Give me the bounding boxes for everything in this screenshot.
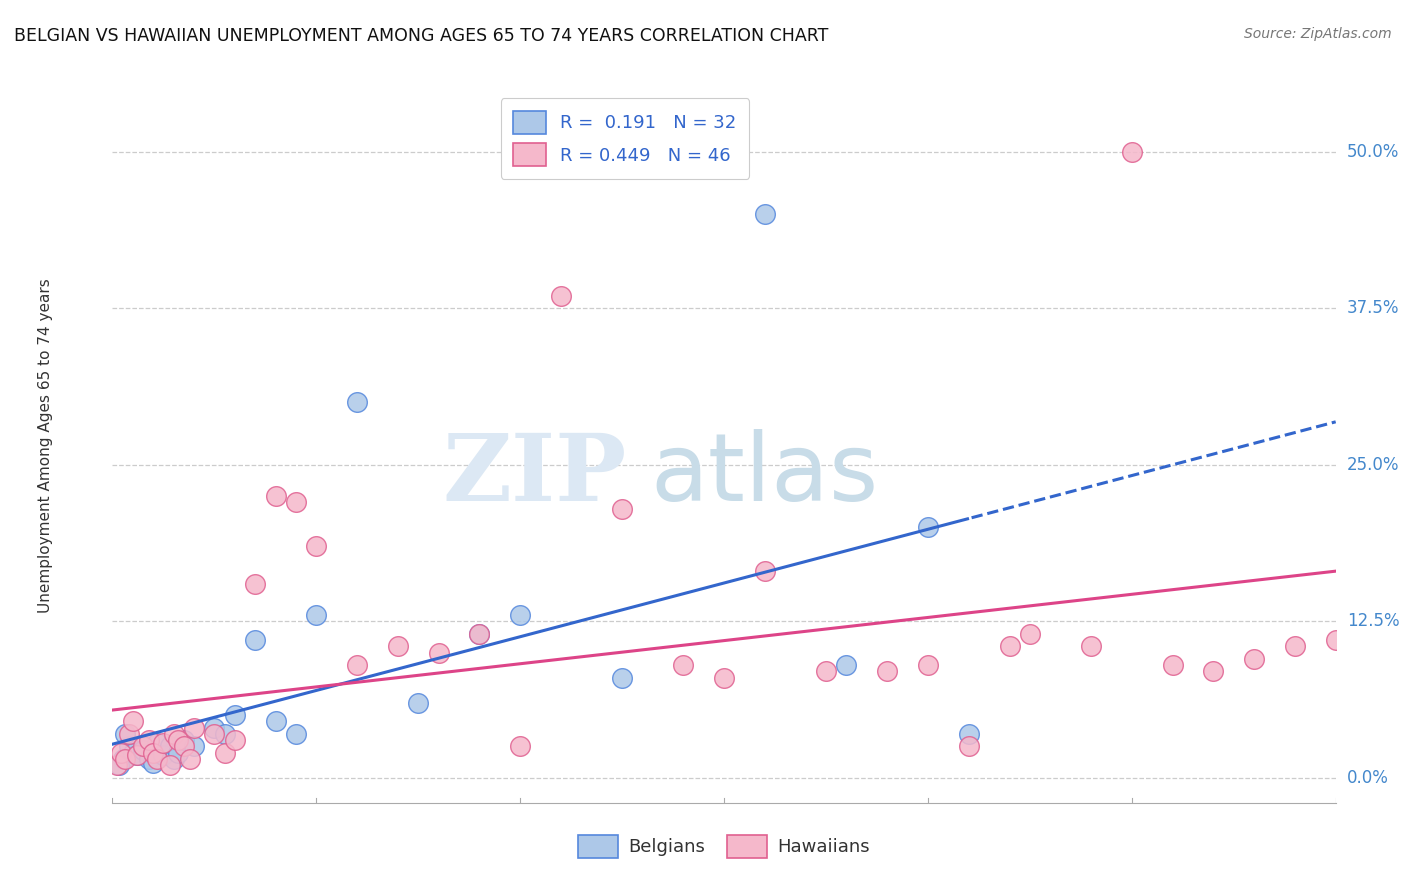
- Point: [1284, 640, 1306, 654]
- Point: [163, 727, 186, 741]
- Point: [509, 607, 531, 622]
- Point: [138, 733, 160, 747]
- Point: [214, 727, 236, 741]
- Point: [132, 739, 155, 754]
- Point: [264, 714, 287, 729]
- Point: [132, 743, 155, 757]
- Point: [610, 671, 633, 685]
- Point: [159, 758, 181, 772]
- Point: [346, 395, 368, 409]
- Point: [957, 727, 980, 741]
- Point: [754, 564, 776, 578]
- Point: [610, 501, 633, 516]
- Point: [1324, 633, 1347, 648]
- Text: 37.5%: 37.5%: [1347, 300, 1399, 318]
- Point: [427, 646, 450, 660]
- Point: [204, 727, 226, 741]
- Point: [166, 746, 188, 760]
- Point: [1018, 627, 1040, 641]
- Point: [110, 746, 132, 760]
- Point: [173, 739, 195, 754]
- Point: [998, 640, 1021, 654]
- Point: [122, 714, 145, 729]
- Text: Unemployment Among Ages 65 to 74 years: Unemployment Among Ages 65 to 74 years: [38, 278, 52, 614]
- Point: [183, 721, 205, 735]
- Point: [224, 733, 246, 747]
- Text: 12.5%: 12.5%: [1347, 612, 1399, 631]
- Point: [118, 739, 141, 754]
- Text: Source: ZipAtlas.com: Source: ZipAtlas.com: [1244, 27, 1392, 41]
- Point: [713, 671, 735, 685]
- Point: [152, 736, 174, 750]
- Point: [173, 733, 195, 747]
- Point: [550, 289, 572, 303]
- Point: [105, 758, 128, 772]
- Point: [917, 658, 939, 673]
- Point: [754, 207, 776, 221]
- Point: [1202, 665, 1225, 679]
- Point: [408, 696, 430, 710]
- Point: [159, 739, 181, 754]
- Point: [142, 756, 165, 770]
- Point: [183, 739, 205, 754]
- Point: [387, 640, 409, 654]
- Point: [114, 752, 136, 766]
- Point: [957, 739, 980, 754]
- Point: [245, 633, 267, 648]
- Point: [284, 727, 308, 741]
- Point: [876, 665, 898, 679]
- Point: [468, 627, 491, 641]
- Point: [214, 746, 236, 760]
- Point: [264, 489, 287, 503]
- Point: [245, 576, 267, 591]
- Point: [107, 758, 129, 772]
- Point: [284, 495, 308, 509]
- Point: [152, 748, 174, 763]
- Text: ZIP: ZIP: [441, 430, 626, 519]
- Point: [1121, 145, 1143, 159]
- Point: [917, 520, 939, 534]
- Point: [468, 627, 491, 641]
- Point: [142, 746, 165, 760]
- Point: [346, 658, 368, 673]
- Point: [122, 746, 145, 760]
- Point: [114, 727, 136, 741]
- Text: 25.0%: 25.0%: [1347, 456, 1399, 474]
- Point: [815, 665, 838, 679]
- Text: 0.0%: 0.0%: [1347, 769, 1389, 787]
- Text: BELGIAN VS HAWAIIAN UNEMPLOYMENT AMONG AGES 65 TO 74 YEARS CORRELATION CHART: BELGIAN VS HAWAIIAN UNEMPLOYMENT AMONG A…: [14, 27, 828, 45]
- Text: 50.0%: 50.0%: [1347, 143, 1399, 161]
- Point: [138, 752, 160, 766]
- Point: [163, 752, 186, 766]
- Legend: Belgians, Hawaiians: Belgians, Hawaiians: [571, 828, 877, 865]
- Point: [1080, 640, 1102, 654]
- Point: [305, 607, 328, 622]
- Point: [179, 752, 201, 766]
- Point: [1243, 652, 1265, 666]
- Point: [672, 658, 695, 673]
- Point: [305, 539, 328, 553]
- Point: [166, 733, 188, 747]
- Point: [146, 736, 169, 750]
- Point: [204, 721, 226, 735]
- Point: [509, 739, 531, 754]
- Point: [125, 748, 148, 763]
- Point: [1161, 658, 1184, 673]
- Point: [125, 748, 148, 763]
- Point: [111, 752, 134, 766]
- Point: [224, 708, 246, 723]
- Point: [146, 752, 169, 766]
- Point: [835, 658, 858, 673]
- Point: [118, 727, 141, 741]
- Text: atlas: atlas: [651, 428, 879, 521]
